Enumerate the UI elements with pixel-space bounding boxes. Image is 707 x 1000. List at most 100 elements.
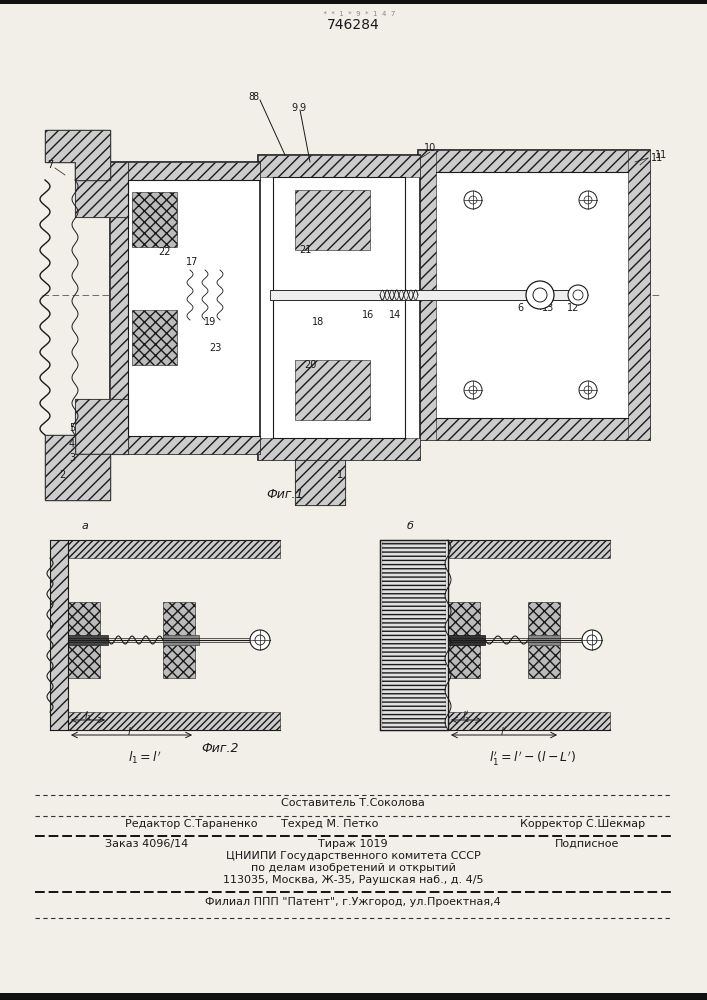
Circle shape — [464, 381, 482, 399]
Text: Филиал ППП "Патент", г.Ужгород, ул.Проектная,4: Филиал ППП "Патент", г.Ужгород, ул.Проек… — [205, 897, 501, 907]
Circle shape — [568, 285, 588, 305]
Polygon shape — [45, 435, 110, 500]
Text: 12: 12 — [567, 303, 579, 313]
Text: 2: 2 — [59, 470, 65, 480]
Bar — [418, 150, 436, 440]
Text: $l_1 = l'$: $l_1 = l'$ — [128, 750, 162, 766]
Bar — [110, 162, 260, 180]
Text: 8: 8 — [249, 92, 255, 102]
Circle shape — [464, 191, 482, 209]
Text: Тираж 1019: Тираж 1019 — [318, 839, 388, 849]
Bar — [295, 460, 345, 505]
Circle shape — [255, 635, 265, 645]
Bar — [448, 642, 480, 678]
Text: 3: 3 — [69, 453, 75, 463]
Circle shape — [573, 290, 583, 300]
Bar — [110, 162, 260, 454]
Text: 8: 8 — [252, 92, 258, 102]
Bar — [75, 162, 128, 217]
Bar — [528, 635, 560, 645]
Text: 6: 6 — [517, 303, 523, 313]
Circle shape — [533, 288, 547, 302]
Bar — [448, 602, 480, 638]
Bar — [163, 602, 195, 638]
Text: по делам изобретений и открытий: по делам изобретений и открытий — [250, 863, 455, 873]
Bar — [258, 155, 420, 177]
Circle shape — [250, 630, 270, 650]
Text: Корректор С.Шекмар: Корректор С.Шекмар — [520, 819, 645, 829]
Bar — [382, 542, 446, 728]
Bar — [628, 150, 650, 440]
Circle shape — [584, 386, 592, 394]
Text: 13: 13 — [542, 303, 554, 313]
Bar — [68, 642, 100, 678]
Text: Редактор С.Тараненко: Редактор С.Тараненко — [125, 819, 257, 829]
Bar — [418, 418, 650, 440]
Text: $l'$: $l'$ — [127, 725, 134, 737]
Text: б: б — [407, 521, 414, 531]
Bar — [50, 540, 280, 558]
Text: $l_1$: $l_1$ — [84, 709, 92, 723]
Bar — [295, 360, 370, 420]
Text: $l_1'$: $l_1'$ — [462, 708, 470, 724]
Text: 9: 9 — [299, 103, 305, 113]
Text: $l_1' = l' - (l-L')$: $l_1' = l' - (l-L')$ — [489, 749, 577, 767]
Text: 18: 18 — [312, 317, 324, 327]
Circle shape — [587, 635, 597, 645]
Bar — [448, 635, 485, 645]
Text: $l'$: $l'$ — [501, 725, 508, 737]
Bar — [132, 192, 177, 247]
Bar — [75, 399, 128, 454]
Bar — [68, 602, 100, 638]
Bar — [132, 310, 177, 365]
Circle shape — [584, 196, 592, 204]
Text: а: а — [81, 521, 88, 531]
Text: 11: 11 — [651, 153, 663, 163]
Text: Фиг.1: Фиг.1 — [267, 488, 304, 502]
Circle shape — [469, 386, 477, 394]
Text: 17: 17 — [186, 257, 198, 267]
Bar — [75, 162, 128, 217]
Bar — [380, 540, 610, 558]
Polygon shape — [45, 130, 110, 180]
Text: 19: 19 — [204, 317, 216, 327]
Bar — [270, 290, 580, 300]
Circle shape — [579, 381, 597, 399]
Bar — [380, 712, 610, 730]
Text: 23: 23 — [209, 343, 221, 353]
Text: 7: 7 — [47, 160, 53, 170]
Bar — [68, 635, 108, 645]
Text: 15: 15 — [542, 293, 554, 303]
Circle shape — [469, 196, 477, 204]
Circle shape — [582, 630, 602, 650]
Bar — [295, 460, 345, 505]
Text: 4: 4 — [69, 439, 75, 449]
Text: 21: 21 — [299, 245, 311, 255]
Text: 16: 16 — [362, 310, 374, 320]
Bar — [163, 642, 195, 678]
Bar — [295, 190, 370, 250]
Text: Техред М. Петко: Техред М. Петко — [281, 819, 379, 829]
Bar — [0, 993, 707, 1000]
Text: 1: 1 — [337, 470, 343, 480]
Circle shape — [526, 281, 554, 309]
Bar — [75, 399, 128, 454]
Bar — [418, 150, 650, 440]
Bar — [528, 602, 560, 638]
Bar — [418, 150, 650, 172]
Bar — [258, 438, 420, 460]
Text: 11: 11 — [655, 150, 667, 160]
Bar — [528, 642, 560, 678]
Text: 746284: 746284 — [327, 18, 380, 32]
Polygon shape — [45, 435, 110, 500]
Text: ЦНИИПИ Государственного комитета СССР: ЦНИИПИ Государственного комитета СССР — [226, 851, 480, 861]
Polygon shape — [45, 130, 110, 180]
Bar — [110, 436, 260, 454]
Text: 9: 9 — [292, 103, 298, 113]
Text: 10: 10 — [424, 143, 436, 153]
Text: 5: 5 — [69, 423, 75, 433]
Text: Фиг.2: Фиг.2 — [201, 742, 239, 754]
Text: 113035, Москва, Ж-35, Раушская наб., д. 4/5: 113035, Москва, Ж-35, Раушская наб., д. … — [223, 875, 484, 885]
Text: 14: 14 — [389, 310, 401, 320]
Bar — [258, 155, 420, 460]
